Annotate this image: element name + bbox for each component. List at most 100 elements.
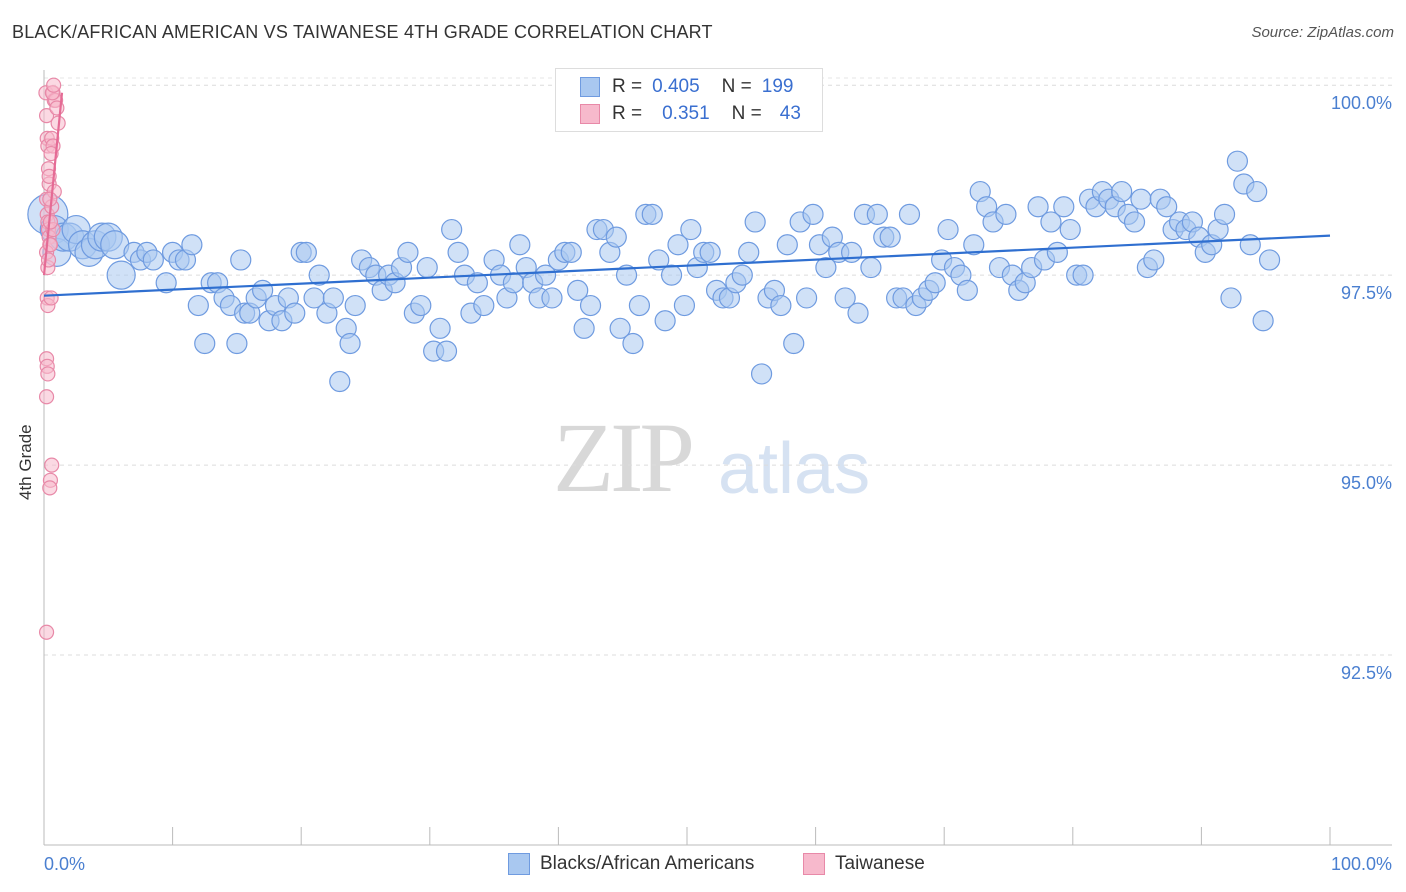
legend-r-label: R =	[612, 76, 643, 97]
data-point	[776, 234, 798, 256]
data-point	[155, 272, 177, 294]
data-point	[329, 370, 351, 393]
data-point	[42, 191, 58, 207]
bottom-legend-taiwanese: Taiwanese	[803, 852, 925, 876]
data-point	[567, 279, 589, 301]
data-point	[441, 218, 463, 241]
series-blacks-african-americans	[27, 150, 1281, 393]
y-tick-label: 95.0%	[1341, 473, 1392, 493]
data-point	[541, 287, 563, 309]
trend-lines	[42, 92, 1331, 297]
data-point	[783, 332, 805, 355]
bottom-legend-label: Taiwanese	[835, 853, 925, 874]
data-point	[1239, 234, 1261, 256]
data-point	[1111, 180, 1133, 203]
legend-row-taiwanese: R = 0.351 N = 43	[580, 102, 801, 126]
data-point	[106, 260, 136, 290]
chart-source: Source: ZipAtlas.com	[1251, 24, 1394, 41]
data-point	[46, 77, 62, 93]
data-point	[534, 264, 557, 286]
grid-lines	[44, 77, 1392, 656]
data-point	[1027, 196, 1049, 218]
data-point	[1143, 249, 1165, 271]
bottom-legend-swatch-blue	[508, 853, 530, 875]
data-point	[1059, 218, 1081, 241]
data-point	[815, 256, 837, 279]
watermark-atlas: atlas	[718, 429, 871, 509]
data-point	[770, 294, 792, 317]
data-point	[38, 107, 55, 124]
data-point	[622, 332, 644, 355]
data-point	[295, 241, 317, 263]
data-point	[738, 241, 760, 263]
data-point	[1123, 211, 1146, 233]
data-point	[142, 249, 164, 271]
data-point	[573, 317, 595, 339]
data-point	[473, 294, 495, 317]
x-tick-label-max: 100.0%	[1331, 854, 1392, 874]
data-point	[1246, 180, 1268, 203]
y-tick-label: 92.5%	[1341, 663, 1392, 683]
data-point	[963, 234, 985, 256]
data-point	[605, 226, 627, 248]
data-point	[699, 241, 721, 263]
data-point	[1072, 264, 1094, 286]
legend-r-value: 0.405	[652, 76, 700, 97]
data-point	[560, 241, 582, 263]
data-point	[43, 290, 59, 306]
data-point	[1046, 241, 1068, 263]
data-point	[641, 203, 663, 225]
legend-n-label: N =	[721, 76, 752, 97]
data-point	[879, 226, 901, 248]
watermark-zip: ZIP	[553, 402, 695, 513]
data-point	[924, 272, 946, 294]
data-point	[898, 203, 921, 225]
data-point	[654, 310, 676, 332]
data-point	[1252, 310, 1274, 332]
data-point	[609, 317, 631, 339]
legend-n-label: N =	[731, 103, 762, 124]
data-point	[509, 234, 531, 256]
data-point	[860, 256, 882, 279]
data-point	[226, 332, 248, 355]
data-point	[937, 218, 959, 241]
x-tick-label-min: 0.0%	[44, 854, 85, 874]
data-point	[435, 340, 458, 362]
data-point	[673, 294, 696, 317]
axes	[43, 70, 1392, 846]
data-point	[447, 241, 469, 263]
data-point	[628, 294, 651, 317]
data-point	[1213, 203, 1236, 225]
data-point	[429, 317, 451, 339]
data-point	[322, 287, 344, 309]
data-point	[1053, 196, 1075, 218]
legend-r-value: 0.351	[662, 103, 710, 124]
data-point	[660, 264, 683, 286]
data-point	[40, 252, 57, 268]
data-point	[750, 363, 773, 385]
bottom-legend-blacks: Blacks/African Americans	[508, 852, 754, 876]
data-point	[1130, 188, 1152, 210]
data-point	[680, 218, 702, 241]
bottom-legend-swatch-pink	[803, 853, 825, 875]
data-point	[1040, 211, 1062, 233]
data-point	[38, 389, 55, 405]
data-point	[834, 287, 856, 309]
data-point	[187, 294, 209, 317]
data-point	[397, 241, 419, 263]
data-point	[284, 302, 306, 324]
legend-r-label: R =	[612, 103, 643, 124]
y-tick-label: 100.0%	[1331, 93, 1392, 113]
chart-title: BLACK/AFRICAN AMERICAN VS TAIWANESE 4TH …	[12, 22, 713, 42]
data-point	[181, 234, 203, 256]
trend-line-blacks	[43, 234, 1331, 297]
bottom-legend-label: Blacks/African Americans	[540, 853, 755, 874]
data-point	[194, 332, 216, 355]
data-point	[956, 279, 978, 301]
legend-n-value: 199	[761, 76, 794, 97]
data-point	[866, 203, 888, 225]
data-point	[1220, 287, 1242, 309]
data-point	[339, 332, 361, 355]
data-point	[648, 249, 670, 271]
